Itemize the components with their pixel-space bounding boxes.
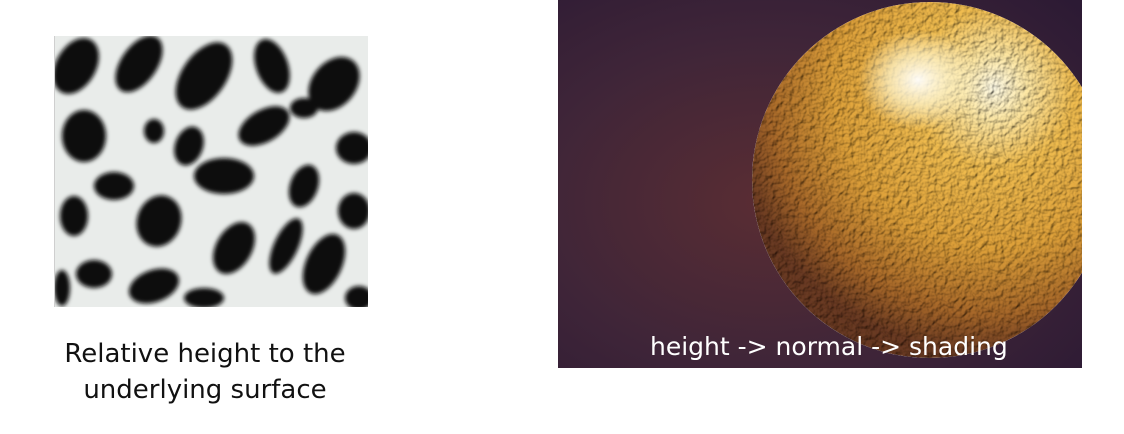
shaded-sphere-image xyxy=(558,0,1082,368)
shaded-sphere-caption: height -> normal -> shading xyxy=(650,332,1008,361)
bump-map-texture xyxy=(54,36,368,307)
bump-map-caption-line1: Relative height to the xyxy=(64,339,346,369)
bump-map-caption: Relative height to the underlying surfac… xyxy=(30,336,380,408)
bump-map-caption-line2: underlying surface xyxy=(83,375,327,405)
